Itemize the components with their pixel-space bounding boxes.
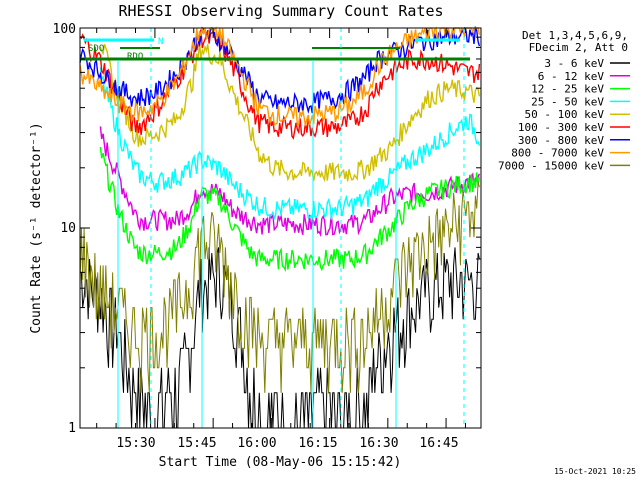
y-axis-label: Count Rate (s⁻¹ detector⁻¹) (29, 122, 44, 333)
legend-label-6: 300 - 800 keV (518, 134, 604, 147)
status-bars: N SDO RDO (80, 37, 470, 62)
x-tick-label-1630: 16:30 (359, 436, 398, 451)
vertical-markers (117, 28, 465, 428)
x-tick-label-1615: 16:15 (298, 436, 337, 451)
series-line-6 (79, 25, 481, 115)
x-tick-label-1530: 15:30 (116, 436, 155, 451)
legend-label-8: 7000 - 15000 keV (498, 159, 604, 172)
x-tick-label-1645: 16:45 (419, 436, 458, 451)
x-tick-label-1600: 16:00 (237, 436, 276, 451)
series-line-8 (79, 181, 480, 393)
series-line-5 (79, 29, 481, 140)
legend-header-2: FDecim 2, Att 0 (529, 41, 628, 54)
y-tick-label-10: 10 (60, 221, 76, 236)
annotation-sdo: SDO (88, 44, 104, 54)
tick-layer (80, 28, 481, 429)
annotation-n: N (158, 37, 163, 47)
series-line-2 (99, 147, 481, 273)
series-line-3 (99, 67, 481, 221)
legend-label-5: 100 - 300 keV (518, 121, 604, 134)
x-axis-label: Start Time (08-May-06 15:15:42) (159, 455, 402, 470)
series-line-7 (79, 26, 481, 127)
footer-timestamp: 15-Oct-2021 10:25 (554, 467, 636, 476)
y-tick-label-100: 100 (53, 22, 76, 37)
legend-label-1: 6 - 12 keV (538, 70, 605, 83)
series-layer (79, 25, 481, 429)
series-line-4 (99, 41, 481, 183)
annotation-rdo: RDO (127, 52, 143, 62)
legend-label-3: 25 - 50 keV (531, 95, 604, 108)
x-tick-label-1545: 15:45 (177, 436, 216, 451)
legend-label-2: 12 - 25 keV (531, 83, 604, 96)
legend-label-0: 3 - 6 keV (544, 57, 604, 70)
chart-title: RHESSI Observing Summary Count Rates (118, 2, 443, 20)
legend-label-4: 50 - 100 keV (525, 108, 605, 121)
y-tick-label-1: 1 (68, 421, 76, 436)
legend-header-1: Det 1,3,4,5,6,9, (522, 29, 628, 42)
legend-label-7: 800 - 7000 keV (511, 147, 604, 160)
